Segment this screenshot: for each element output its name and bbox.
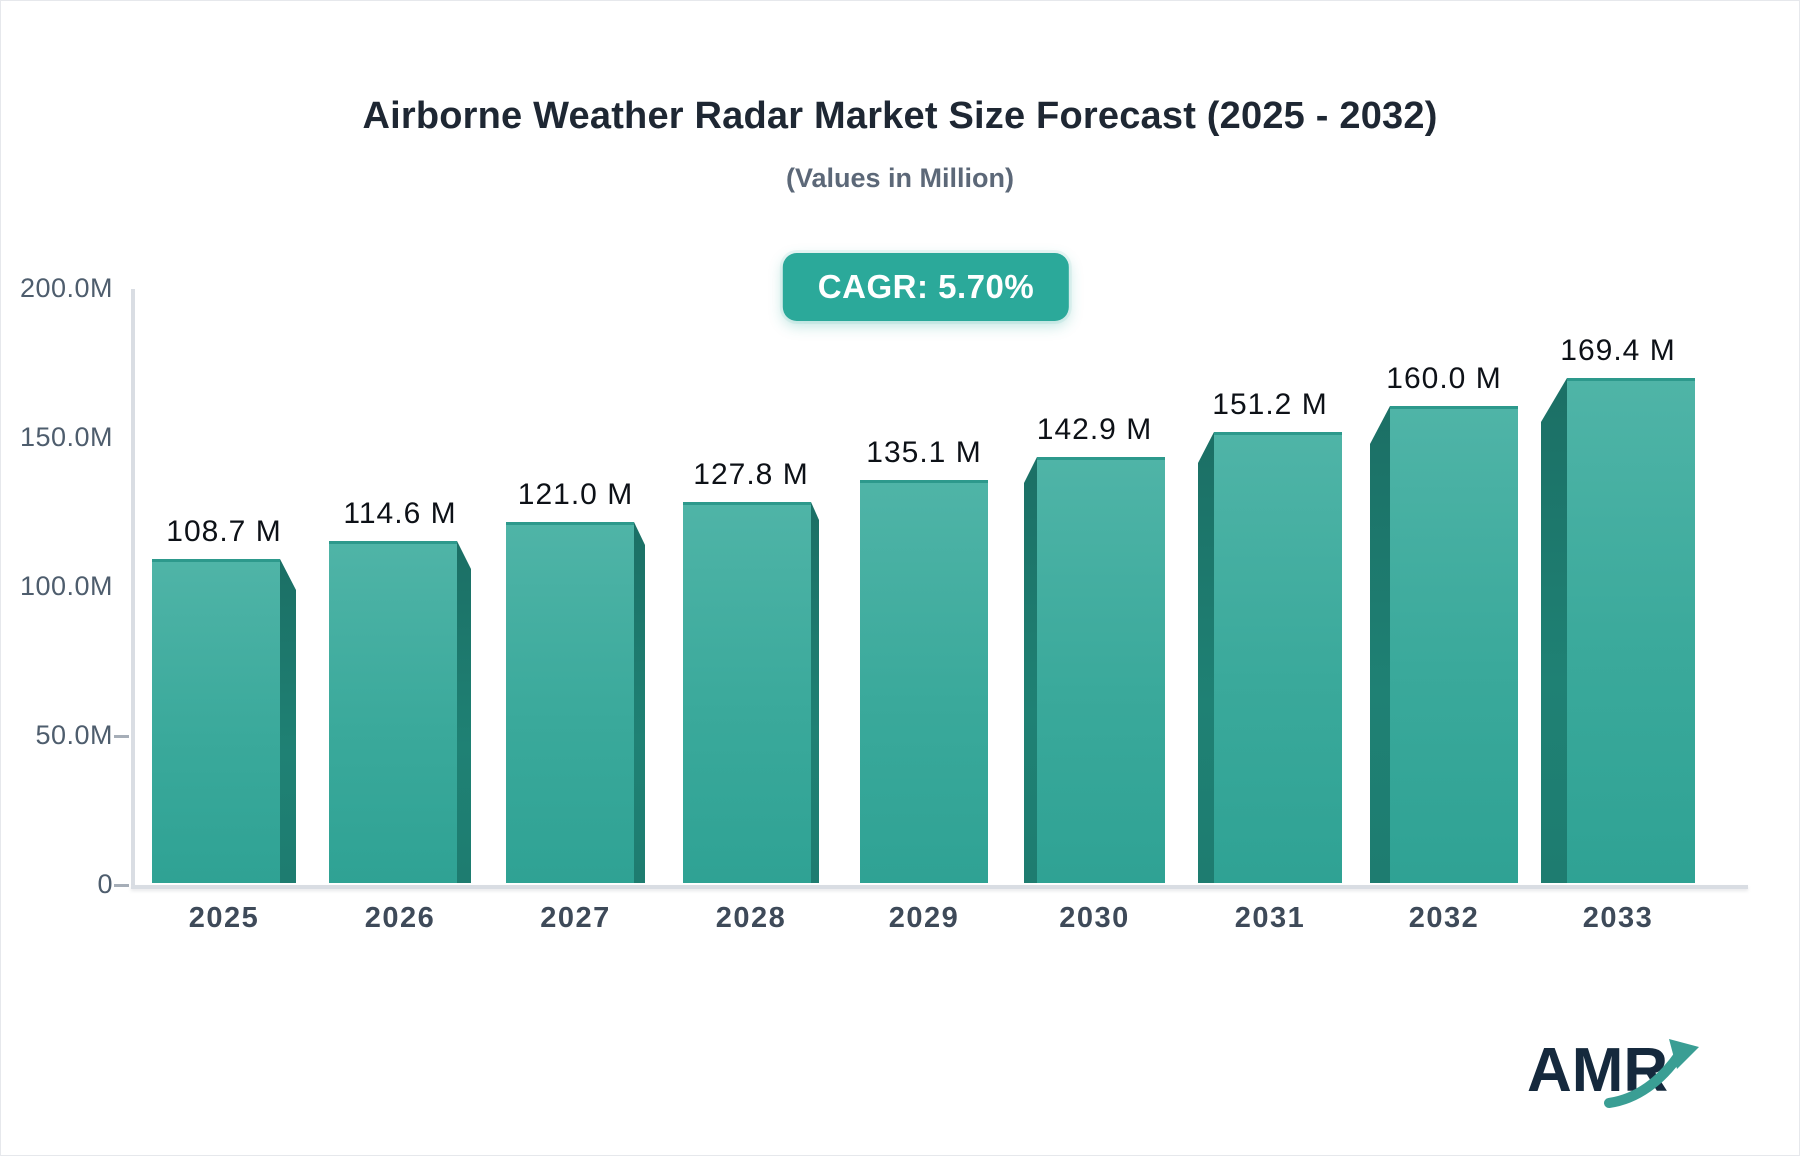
logo-arrow-head xyxy=(1669,1039,1699,1069)
x-axis-label: 2033 xyxy=(1582,902,1654,934)
y-axis-line xyxy=(131,289,135,887)
x-axis-label: 2025 xyxy=(188,902,260,934)
cagr-badge: CAGR: 5.70% xyxy=(782,253,1070,321)
bar-side-3d xyxy=(1198,432,1214,883)
bar-2032[interactable] xyxy=(1370,406,1518,883)
logo-text: AMR xyxy=(1527,1036,1668,1105)
bar-2026[interactable] xyxy=(329,541,471,883)
bar-face xyxy=(506,522,634,883)
y-axis-label: 150.0M xyxy=(19,422,113,452)
bar-side-3d xyxy=(1541,378,1567,883)
y-axis-label: 200.0M xyxy=(19,273,113,303)
bar-face xyxy=(860,480,988,883)
company-logo: AMR xyxy=(1527,1036,1699,1108)
bar-side-3d xyxy=(811,502,819,883)
y-axis-tick xyxy=(114,735,129,738)
bar-face xyxy=(683,502,811,883)
bar-side-3d xyxy=(634,522,645,883)
bar-face xyxy=(152,559,280,883)
bar-face xyxy=(1567,378,1695,883)
chart-subtitle: (Values in Million) xyxy=(785,163,1015,193)
bar-face xyxy=(329,541,457,883)
bar-2030[interactable] xyxy=(1024,457,1165,883)
bar-side-3d xyxy=(280,559,296,883)
bar-side-3d xyxy=(457,541,471,883)
bar-2027[interactable] xyxy=(506,522,645,883)
bar-2025[interactable] xyxy=(152,559,296,883)
y-axis-label: 50.0M xyxy=(35,720,113,750)
bar-side-3d xyxy=(1024,457,1037,883)
bar-value-label: 135.1 M xyxy=(866,436,982,469)
bar-value-label: 114.6 M xyxy=(343,497,457,530)
chart-title: Airborne Weather Radar Market Size Forec… xyxy=(362,95,1438,137)
bar-face xyxy=(1390,406,1518,883)
x-axis-label: 2027 xyxy=(540,902,611,934)
bar-2028[interactable] xyxy=(683,502,819,883)
bar-2031[interactable] xyxy=(1198,432,1342,883)
x-axis-label: 2028 xyxy=(715,902,787,934)
bar-value-label: 160.0 M xyxy=(1386,362,1502,395)
bar-value-label: 108.7 M xyxy=(166,515,282,548)
bar-2029[interactable] xyxy=(860,480,988,883)
x-axis-label: 2029 xyxy=(888,902,960,934)
bar-face xyxy=(1214,432,1342,883)
bar-face xyxy=(1037,457,1165,883)
y-axis-label: 100.0M xyxy=(19,571,113,601)
bar-value-label: 142.9 M xyxy=(1036,413,1153,446)
bar-value-label: 169.4 M xyxy=(1560,334,1676,367)
x-axis-label: 2026 xyxy=(364,902,436,934)
logo-arrow-swoosh xyxy=(1604,1050,1684,1108)
bar-side-3d xyxy=(1370,406,1390,883)
x-axis-label: 2031 xyxy=(1234,902,1306,934)
bar-value-label: 127.8 M xyxy=(693,458,809,491)
x-axis-label: 2030 xyxy=(1059,902,1130,934)
bar-2033[interactable] xyxy=(1541,378,1695,883)
y-axis-tick xyxy=(114,884,129,887)
x-axis-line xyxy=(131,885,1748,889)
bar-value-label: 151.2 M xyxy=(1212,388,1328,421)
bar-value-label: 121.0 M xyxy=(517,478,634,511)
x-axis-label: 2032 xyxy=(1408,902,1480,934)
y-axis-label: 0 xyxy=(97,869,113,899)
